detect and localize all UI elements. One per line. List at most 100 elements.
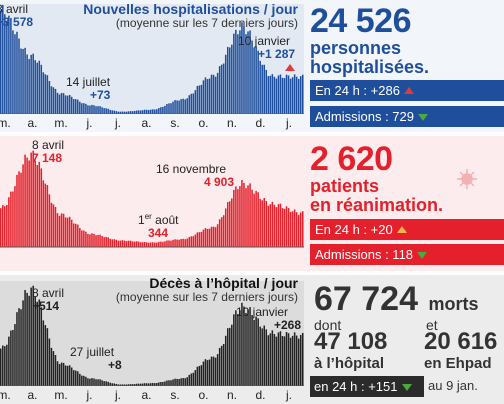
bar [117,384,120,386]
bar [56,361,59,386]
bar [152,383,154,386]
bar [249,30,251,114]
bar [176,100,178,114]
bar [143,109,146,114]
bar [34,296,36,386]
bar [22,48,24,114]
month-axis: m. a. m. j. j. a. s. o. n. d. j. [0,114,304,132]
bar [68,365,71,386]
month-label: a. [27,116,38,130]
bar [168,380,170,386]
bar [297,78,300,114]
bar [158,108,160,114]
bar [0,348,2,386]
bar [158,382,160,386]
bar [267,335,270,386]
month-label: j. [115,116,121,130]
bar [152,109,154,114]
bar [137,241,140,247]
bar [83,230,85,247]
bar [101,380,103,386]
bar [38,161,41,247]
bar [281,77,284,114]
bar [8,336,10,386]
bar [277,75,280,114]
month-label: j. [86,116,93,130]
bar [293,74,296,114]
bar [20,309,22,386]
bar [164,381,166,386]
decrease-arrow-icon [418,114,428,121]
hospitalisations-subtitle: (moyenne sur les 7 derniers jours) [115,16,298,30]
bar [229,327,231,386]
bar [28,59,30,114]
bar [275,207,278,247]
bar [261,64,263,114]
bar [172,239,174,247]
bar [255,190,257,247]
bar [200,231,203,247]
bar [129,240,132,247]
bar [36,62,39,114]
bar [212,226,215,247]
bar [218,219,221,247]
bar [6,205,8,247]
bar [10,330,12,386]
bar [287,75,290,114]
bar [196,232,199,247]
bar [4,206,6,247]
bar [194,234,197,247]
bar [283,336,286,386]
bar [176,239,178,247]
bar [18,38,20,114]
bar [79,101,81,114]
bar [4,14,6,114]
hospitalisations-title: Nouvelles hospitalisations / jour [83,1,298,17]
bar [245,312,247,386]
bar [141,110,144,114]
bar [107,381,109,386]
bar [255,46,257,114]
bar [81,103,83,114]
bar [170,103,172,114]
bar [265,69,268,114]
bar [72,223,75,247]
rea-24h-bar: En 24 h : +20 [310,219,504,240]
bar [287,333,290,386]
bar [287,208,290,247]
bar [190,373,193,386]
bar [137,110,140,114]
bar [68,216,71,247]
bar [48,338,51,386]
bar [178,239,180,247]
bar [139,383,142,386]
bar [115,383,118,386]
bar [12,191,14,247]
bar [87,378,89,386]
bar [64,95,67,114]
bar [265,201,268,247]
increase-arrow-icon [285,64,295,71]
bar [208,228,211,247]
bar [192,236,195,247]
bar [111,239,113,247]
bar [93,233,95,247]
month-label: a. [27,388,38,402]
bar [131,111,134,114]
bar [231,198,233,247]
bar [168,240,170,247]
bar [145,383,148,386]
bar [2,205,4,247]
bar [249,183,251,247]
reanimation-chart [0,136,304,271]
annotation-january: 10 janvier +1 287 [238,34,296,61]
bar [141,383,144,386]
bar [60,362,63,386]
bar [295,76,298,114]
hospitalisations-stat: 24 526 personnes hospitalisées. [310,3,504,77]
bar [105,381,107,386]
bar [81,230,83,247]
bar [249,307,251,386]
bar [212,356,215,386]
bar [109,382,111,386]
